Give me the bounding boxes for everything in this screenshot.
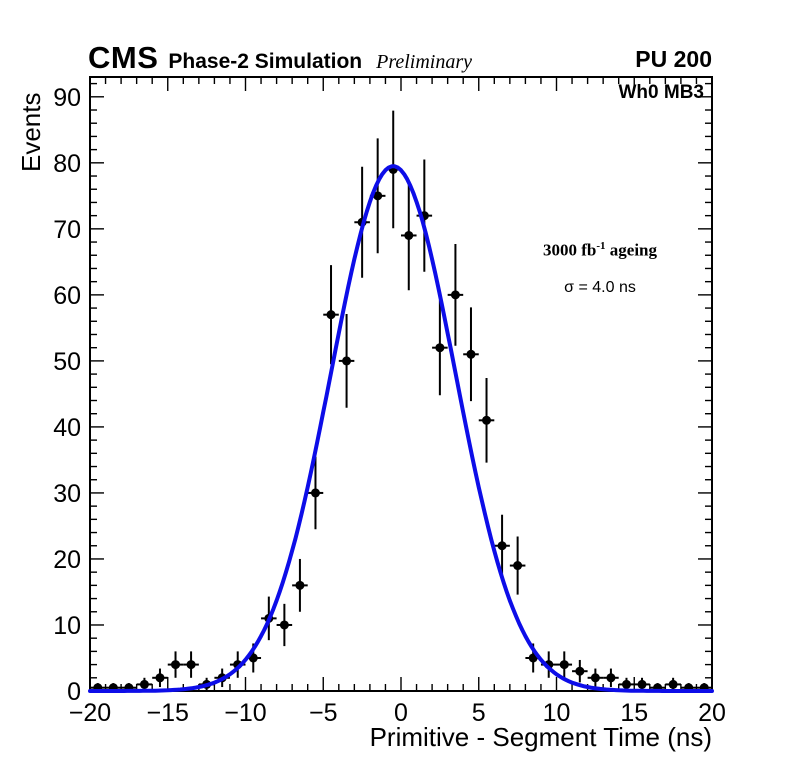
x-tick-label: 15 bbox=[620, 699, 648, 727]
data-point bbox=[373, 191, 383, 201]
data-point bbox=[668, 679, 678, 689]
y-axis-title: Events bbox=[16, 92, 46, 173]
plot-frame bbox=[89, 76, 713, 692]
data-point bbox=[590, 673, 600, 683]
cms-logo-text: CMS bbox=[88, 40, 159, 75]
data-point bbox=[171, 660, 181, 670]
data-point bbox=[466, 349, 476, 359]
data-point bbox=[155, 673, 165, 683]
y-tick-label: 80 bbox=[53, 150, 81, 178]
x-tick-label: 10 bbox=[543, 699, 571, 727]
x-axis-title: Primitive - Segment Time (ns) bbox=[369, 722, 712, 752]
gaussian-fit-curve bbox=[88, 164, 714, 693]
data-point bbox=[404, 230, 414, 240]
lumi-exponent: -1 bbox=[596, 240, 606, 252]
data-point bbox=[621, 679, 631, 689]
data-point bbox=[279, 620, 289, 630]
data-point bbox=[435, 343, 445, 353]
data-point bbox=[575, 666, 585, 676]
pileup-label: PU 200 bbox=[635, 46, 712, 72]
data-point bbox=[482, 415, 492, 425]
data-point bbox=[295, 580, 305, 590]
data-point bbox=[326, 310, 336, 320]
x-tick-label: −5 bbox=[309, 699, 338, 727]
y-tick-label: 90 bbox=[53, 84, 81, 112]
y-tick-label: 70 bbox=[53, 216, 81, 244]
y-tick-label: 60 bbox=[53, 282, 81, 310]
x-tick-label: 0 bbox=[394, 699, 408, 727]
station-label: Wh0 MB3 bbox=[618, 82, 705, 103]
y-tick-label: 0 bbox=[67, 678, 81, 706]
data-point bbox=[637, 679, 647, 689]
y-tick-label: 20 bbox=[53, 546, 81, 574]
y-tick-label: 30 bbox=[53, 480, 81, 508]
simulation-label: Phase-2 Simulation bbox=[168, 50, 363, 73]
data-point bbox=[513, 561, 523, 571]
y-tick-label: 40 bbox=[53, 414, 81, 442]
data-point bbox=[450, 290, 460, 300]
data-point bbox=[139, 679, 149, 689]
y-tick-label: 10 bbox=[53, 612, 81, 640]
luminosity-ageing-label: 3000 fb-1 ageing bbox=[505, 240, 695, 261]
x-tick-label: −20 bbox=[69, 699, 111, 727]
annotation-block: 3000 fb-1 ageing σ = 4.0 ns bbox=[505, 240, 695, 297]
lumi-prefix: 3000 fb bbox=[542, 240, 597, 260]
lumi-suffix: ageing bbox=[605, 240, 658, 260]
x-tick-label: −15 bbox=[147, 699, 189, 727]
x-tick-label: 5 bbox=[472, 699, 486, 727]
data-point bbox=[606, 673, 616, 683]
data-point bbox=[186, 660, 196, 670]
data-point bbox=[559, 660, 569, 670]
x-tick-label: −10 bbox=[224, 699, 266, 727]
data-point bbox=[497, 541, 507, 551]
preliminary-label: Preliminary bbox=[376, 51, 473, 73]
data-point bbox=[310, 488, 320, 498]
x-tick-label: 20 bbox=[698, 699, 726, 727]
y-tick-label: 50 bbox=[53, 348, 81, 376]
plot-header: CMS Phase-2 Simulation Preliminary bbox=[88, 40, 472, 76]
sigma-label: σ = 4.0 ns bbox=[564, 278, 636, 296]
data-point bbox=[342, 356, 352, 366]
